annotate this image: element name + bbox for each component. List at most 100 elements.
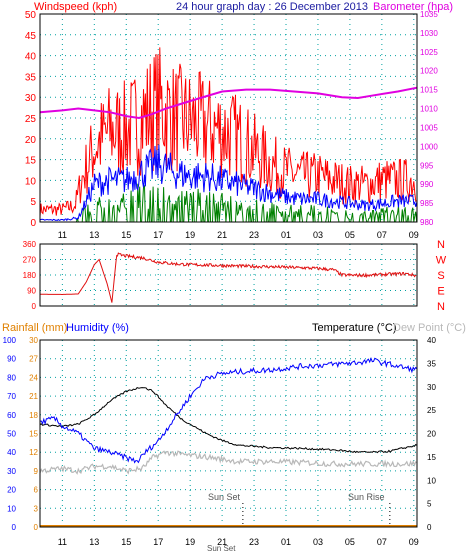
dew-point-line xyxy=(39,450,418,475)
barometer-axis-title: Barometer (hpa) xyxy=(373,1,453,13)
humidity-line xyxy=(39,356,418,464)
rainfall-tick-label-1: 3 xyxy=(34,504,39,513)
direction-tick-label-3: 90 xyxy=(27,287,36,296)
humidity-tick-label-4: 40 xyxy=(7,448,16,457)
rainfall-tick-label-7: 21 xyxy=(29,392,38,401)
windspeed-tick-label-9: 45 xyxy=(25,31,37,42)
p1-x-tick-label-7: 01 xyxy=(281,230,291,240)
p3-x-tick-label-10: 07 xyxy=(377,537,387,547)
rainfall-tick-label-9: 27 xyxy=(29,355,38,364)
dew-point-axis-title: Dew Point (°C) xyxy=(393,322,466,334)
p3-x-tick-label-7: 01 xyxy=(281,537,291,547)
temperature-tick-label-8: 40 xyxy=(427,336,436,345)
sunset-label: Sun Set xyxy=(208,492,241,502)
barometer-tick-label-1: 985 xyxy=(420,199,434,208)
p1-x-tick-label-11: 09 xyxy=(409,230,419,240)
temperature-tick-label-0: 0 xyxy=(427,523,432,532)
barometer-tick-label-0: 980 xyxy=(420,218,434,227)
p1-x-tick-label-0: 11 xyxy=(58,230,67,240)
panel3-frame xyxy=(39,339,418,528)
rainfall-tick-label-5: 15 xyxy=(29,430,38,439)
barometer-tick-label-8: 1020 xyxy=(420,67,438,76)
rainfall-tick-label-3: 9 xyxy=(34,467,39,476)
windspeed-tick-label-5: 25 xyxy=(25,114,37,125)
direction-tick-label-2: 180 xyxy=(23,271,37,280)
rainfall-tick-label-6: 18 xyxy=(29,411,38,420)
barometer-tick-label-5: 1005 xyxy=(420,123,438,132)
direction-tick-label-1: 270 xyxy=(23,256,37,265)
sunrise-label: Sun Rise xyxy=(348,492,385,502)
humidity-tick-label-2: 20 xyxy=(7,486,16,495)
windspeed-tick-label-0: 0 xyxy=(30,218,36,229)
p3-x-tick-label-3: 17 xyxy=(153,537,163,547)
windspeed-tick-label-7: 35 xyxy=(25,72,37,83)
rainfall-tick-label-4: 12 xyxy=(29,448,38,457)
barometer-tick-label-6: 1010 xyxy=(420,105,438,114)
rainfall-tick-label-8: 24 xyxy=(29,373,38,382)
p1-x-tick-label-1: 13 xyxy=(89,230,99,240)
windspeed-axis-title: Windspeed (kph) xyxy=(34,1,117,13)
barometer-tick-label-10: 1030 xyxy=(420,29,438,38)
p3-x-tick-label-4: 19 xyxy=(185,537,195,547)
p1-x-tick-label-2: 15 xyxy=(121,230,131,240)
p1-x-tick-label-3: 17 xyxy=(153,230,163,240)
humidity-axis-title: Humidity (%) xyxy=(66,322,129,334)
gust-avg-line xyxy=(39,144,418,222)
direction-tick-label-4: 0 xyxy=(32,302,37,311)
humidity-tick-label-5: 50 xyxy=(7,430,16,439)
temperature-tick-label-5: 25 xyxy=(427,406,436,415)
barometer-tick-label-3: 995 xyxy=(420,161,434,170)
graph-title: 24 hour graph day : 26 December 2013 xyxy=(176,1,368,13)
p1-x-tick-label-8: 03 xyxy=(313,230,323,240)
windspeed-tick-label-8: 40 xyxy=(25,52,37,63)
compass-label-2: S xyxy=(437,270,444,282)
compass-label-3: E xyxy=(437,286,444,298)
panel1-frame xyxy=(39,13,418,223)
p3-x-tick-label-9: 05 xyxy=(345,537,355,547)
sunset-axis-label: Sun Set xyxy=(207,544,236,553)
windspeed-tick-label-2: 10 xyxy=(25,176,37,187)
humidity-tick-label-9: 90 xyxy=(7,355,16,364)
p3-x-tick-label-6: 23 xyxy=(249,537,259,547)
rainfall-tick-label-0: 0 xyxy=(34,523,39,532)
p3-x-tick-label-1: 13 xyxy=(89,537,99,547)
temperature-tick-label-1: 5 xyxy=(427,500,432,509)
barometer-tick-label-7: 1015 xyxy=(420,86,438,95)
humidity-tick-label-3: 30 xyxy=(7,467,16,476)
humidity-tick-label-8: 80 xyxy=(7,373,16,382)
humidity-tick-label-7: 70 xyxy=(7,392,16,401)
p1-x-tick-label-4: 19 xyxy=(185,230,195,240)
windspeed-tick-label-4: 20 xyxy=(25,135,37,146)
temperature-tick-label-6: 30 xyxy=(427,383,436,392)
temperature-tick-label-7: 35 xyxy=(427,359,436,368)
p1-x-tick-label-9: 05 xyxy=(345,230,355,240)
p1-x-tick-label-6: 23 xyxy=(249,230,259,240)
barometer-line xyxy=(39,86,418,120)
p3-x-tick-label-5: 21 xyxy=(217,537,227,547)
compass-label-0: N xyxy=(437,239,445,251)
wind-direction-line xyxy=(40,252,417,303)
rainfall-tick-label-10: 30 xyxy=(29,336,38,345)
p3-x-tick-label-8: 03 xyxy=(313,537,323,547)
wind-gust-line xyxy=(39,47,417,217)
temperature-tick-label-2: 10 xyxy=(427,476,436,485)
windspeed-tick-label-1: 5 xyxy=(30,197,36,208)
temperature-tick-label-4: 20 xyxy=(427,430,436,439)
humidity-tick-label-6: 60 xyxy=(7,411,16,420)
p3-x-tick-label-11: 09 xyxy=(409,537,419,547)
windspeed-tick-label-6: 30 xyxy=(25,93,37,104)
barometer-tick-label-2: 990 xyxy=(420,180,434,189)
humidity-tick-label-0: 0 xyxy=(12,523,17,532)
compass-label-1: W xyxy=(436,255,447,267)
rainfall-tick-label-2: 6 xyxy=(34,486,39,495)
compass-label-4: N xyxy=(437,301,445,313)
p1-x-tick-label-5: 21 xyxy=(217,230,227,240)
humidity-tick-label-1: 10 xyxy=(7,504,16,513)
temperature-axis-title: Temperature (°C) xyxy=(312,322,396,334)
p3-x-tick-label-2: 15 xyxy=(121,537,131,547)
direction-tick-label-0: 360 xyxy=(23,240,37,249)
panel2-frame xyxy=(39,243,418,307)
windspeed-tick-label-3: 15 xyxy=(25,156,37,167)
humidity-tick-label-10: 100 xyxy=(3,336,17,345)
